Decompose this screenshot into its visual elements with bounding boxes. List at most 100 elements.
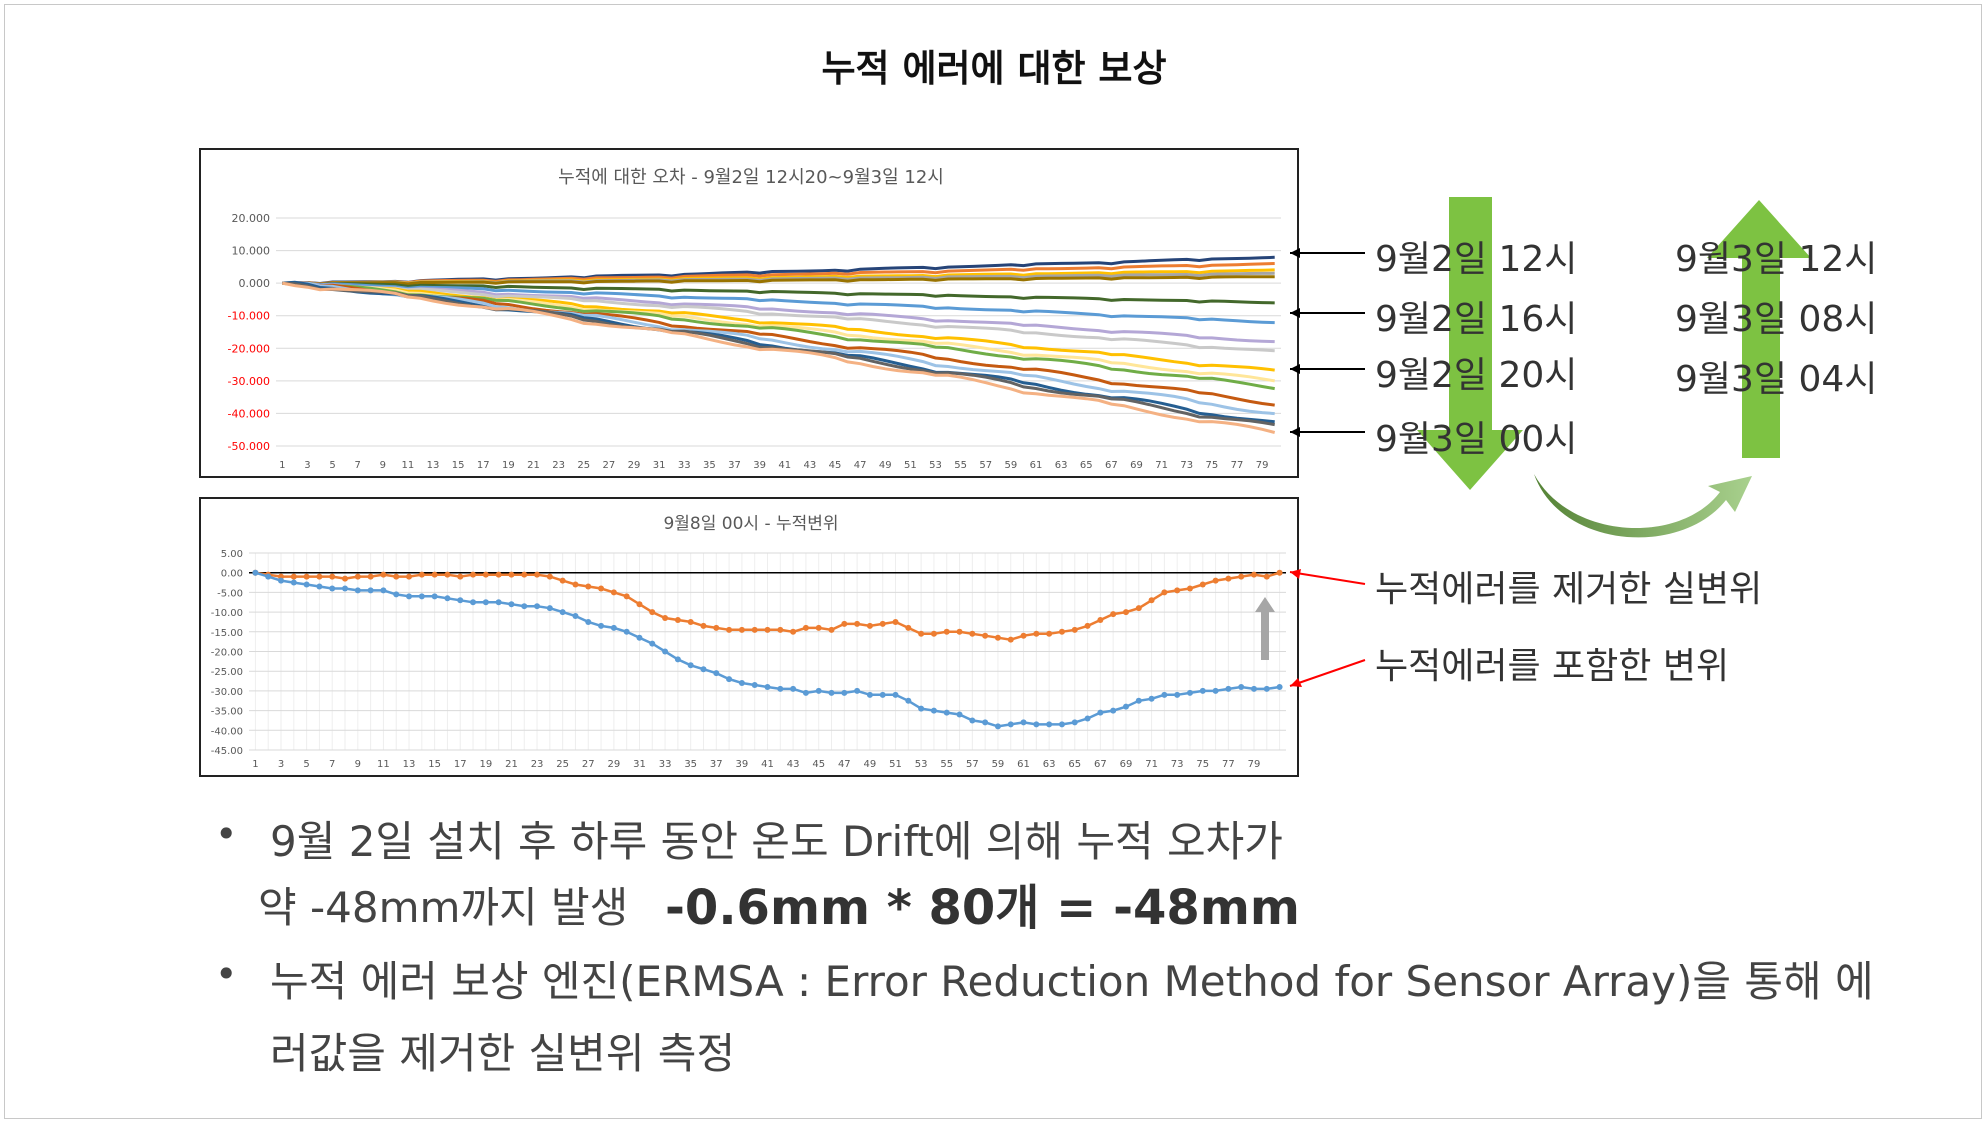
y-tick-label: 0.000 [239, 277, 271, 290]
data-point [994, 634, 1001, 641]
down-label-1: 9월2일 12시 [1375, 239, 1578, 280]
label-displacement-included: 누적에러를 포함한 변위 [1375, 646, 1730, 687]
x-tick-label: 45 [812, 759, 825, 770]
x-tick-label: 79 [1248, 759, 1261, 770]
data-point [982, 719, 989, 726]
bullet-dot-1: • [215, 812, 238, 856]
data-point [662, 648, 669, 655]
data-point [623, 628, 630, 635]
x-tick-label: 53 [929, 460, 942, 471]
x-tick-label: 13 [427, 460, 440, 471]
x-tick-label: 27 [582, 759, 595, 770]
x-tick-label: 75 [1196, 759, 1209, 770]
x-tick-label: 63 [1055, 460, 1068, 471]
data-point [1263, 573, 1270, 580]
data-point [367, 587, 374, 594]
series-line-s17 [282, 281, 1276, 434]
data-point [1071, 626, 1078, 633]
up-label-2: 9월3일 08시 [1675, 299, 1878, 340]
data-point [854, 687, 861, 694]
data-point [854, 620, 861, 627]
x-tick-label: 21 [505, 759, 518, 770]
x-tick-label: 73 [1180, 460, 1193, 471]
data-point [1225, 685, 1232, 692]
y-tick-label: 10.000 [232, 245, 271, 258]
data-point [1225, 575, 1232, 582]
x-tick-label: 61 [1017, 759, 1030, 770]
slide-title: 누적 에러에 대한 보상 [821, 47, 1167, 90]
bullet-2-line-1: 누적 에러 보상 엔진(ERMSA : Error Reduction Meth… [270, 957, 1874, 1006]
data-point [431, 593, 438, 600]
data-point [700, 666, 707, 673]
x-tick-label: 43 [804, 460, 817, 471]
data-point [879, 691, 886, 698]
x-tick-label: 49 [879, 460, 892, 471]
bullet-1-formula: -0.6mm * 80개 = -48mm [665, 880, 1300, 936]
data-point [316, 573, 323, 580]
data-point [521, 603, 528, 610]
x-tick-label: 7 [329, 759, 335, 770]
data-point [1276, 683, 1283, 690]
data-point [764, 626, 771, 633]
series-line-s9 [282, 281, 1275, 353]
x-tick-label: 11 [377, 759, 390, 770]
up-label-3: 9월3일 04시 [1675, 359, 1878, 400]
x-tick-label: 27 [603, 460, 616, 471]
data-point [982, 632, 989, 639]
data-point [1084, 715, 1091, 722]
data-point [636, 634, 643, 641]
data-point [687, 618, 694, 625]
x-tick-label: 43 [787, 759, 800, 770]
data-point [252, 569, 259, 576]
x-tick-label: 33 [678, 460, 691, 471]
data-point [1135, 697, 1142, 704]
data-point [534, 603, 541, 610]
x-tick-label: 15 [428, 759, 441, 770]
data-point [943, 628, 950, 635]
data-point [956, 711, 963, 718]
y-tick-label: -45.00 [211, 746, 243, 757]
chart-cumulative-error: 누적에 대한 오차 - 9월2일 12시20~9월3일 12시 20.000 10.… [199, 148, 1299, 478]
x-tick-label: 7 [354, 460, 360, 471]
data-point [649, 640, 656, 647]
x-tick-label: 79 [1256, 460, 1269, 471]
x-tick-label: 51 [904, 460, 917, 471]
data-point [1199, 687, 1206, 694]
data-point [662, 615, 669, 622]
data-point [457, 573, 464, 580]
y-tick-label: -5.00 [217, 588, 243, 599]
data-point [1097, 709, 1104, 716]
data-point [572, 581, 579, 588]
data-point [495, 571, 502, 578]
data-point [1250, 571, 1257, 578]
data-point [610, 589, 617, 596]
x-tick-label: 39 [736, 759, 749, 770]
x-tick-label: 67 [1094, 759, 1107, 770]
data-point [777, 626, 784, 633]
data-point [1007, 721, 1014, 728]
data-point [1058, 721, 1065, 728]
x-tick-label: 29 [608, 759, 621, 770]
x-tick-label: 65 [1068, 759, 1081, 770]
data-point [713, 670, 720, 677]
data-point [879, 620, 886, 627]
data-point [1110, 611, 1117, 618]
y-tick-label: -35.00 [211, 707, 243, 718]
x-tick-label: 47 [838, 759, 851, 770]
series-line-s6 [282, 281, 1275, 305]
x-tick-label: 69 [1130, 460, 1143, 471]
data-point [802, 689, 809, 696]
data-point [329, 573, 336, 580]
data-point [994, 723, 1001, 730]
x-tick-label: 71 [1145, 759, 1158, 770]
y-tick-label: -25.00 [211, 667, 243, 678]
data-point [585, 583, 592, 590]
x-tick-label: 5 [329, 460, 335, 471]
series-line-s8 [282, 281, 1275, 344]
x-tick-label: 55 [954, 460, 967, 471]
data-point [418, 593, 425, 600]
data-point [892, 691, 899, 698]
x-tick-label: 59 [1005, 460, 1018, 471]
data-point [828, 626, 835, 633]
data-point [598, 622, 605, 629]
